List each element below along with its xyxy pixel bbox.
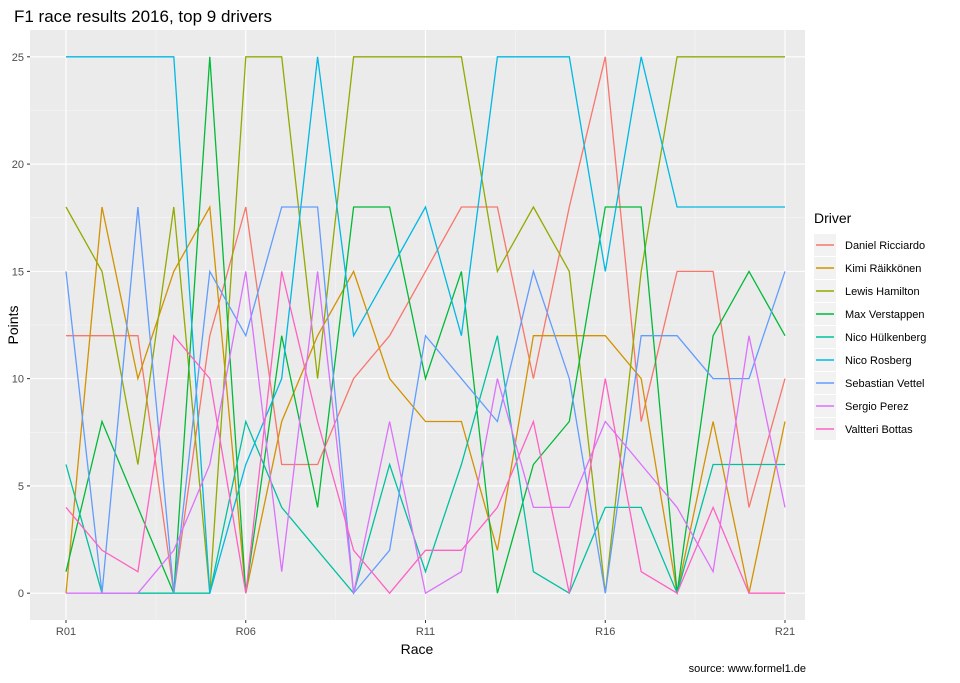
y-tick-label: 5 bbox=[18, 481, 24, 493]
x-tick-label: R06 bbox=[236, 626, 256, 638]
legend-label: Kimi Räikkönen bbox=[845, 263, 921, 275]
chart-title: F1 race results 2016, top 9 drivers bbox=[14, 7, 272, 26]
y-axis-label: Points bbox=[5, 306, 21, 345]
series-line-sergio-perez bbox=[66, 271, 786, 595]
series-line-max-verstappen bbox=[65, 56, 786, 594]
y-tick-label: 0 bbox=[18, 588, 24, 600]
axes: 0 5 10 15 20 25 R01 R06 R11 R16 R21 bbox=[12, 52, 795, 638]
y-tick-label: 25 bbox=[12, 52, 24, 64]
legend: Driver Daniel Ricciardo Kimi Räikkönen Lew… bbox=[814, 210, 926, 440]
legend-label: Lewis Hamilton bbox=[845, 286, 920, 298]
series-line-sebastian-vettel bbox=[65, 206, 786, 595]
legend-label: Valtteri Bottas bbox=[845, 424, 913, 436]
source-caption: source: www.formel1.de bbox=[689, 663, 806, 675]
y-tick-label: 20 bbox=[12, 159, 24, 171]
legend-label: Sebastian Vettel bbox=[845, 378, 925, 390]
y-tick-label: 15 bbox=[12, 266, 24, 278]
legend-title: Driver bbox=[814, 210, 852, 226]
series-line-kimi-r-ikk-nen bbox=[65, 204, 786, 594]
x-tick-label: R01 bbox=[56, 626, 76, 638]
series-line-nico-rosberg bbox=[66, 56, 785, 594]
x-tick-label: R16 bbox=[595, 626, 615, 638]
y-tick-label: 10 bbox=[12, 374, 24, 386]
legend-label: Max Verstappen bbox=[845, 309, 925, 321]
series-line-nico-h-lkenberg bbox=[65, 335, 785, 596]
series-line-daniel-ricciardo bbox=[66, 56, 786, 594]
legend-label: Sergio Perez bbox=[845, 401, 909, 413]
series-line-lewis-hamilton bbox=[65, 56, 785, 594]
x-tick-label: R21 bbox=[775, 626, 795, 638]
legend-label: Nico Rosberg bbox=[845, 355, 912, 367]
series-line-valtteri-bottas bbox=[65, 271, 785, 595]
legend-label: Nico Hülkenberg bbox=[845, 332, 926, 344]
series-lines bbox=[65, 56, 786, 596]
x-axis-label: Race bbox=[401, 641, 434, 657]
x-tick-label: R11 bbox=[416, 626, 435, 638]
legend-label: Daniel Ricciardo bbox=[845, 240, 925, 252]
